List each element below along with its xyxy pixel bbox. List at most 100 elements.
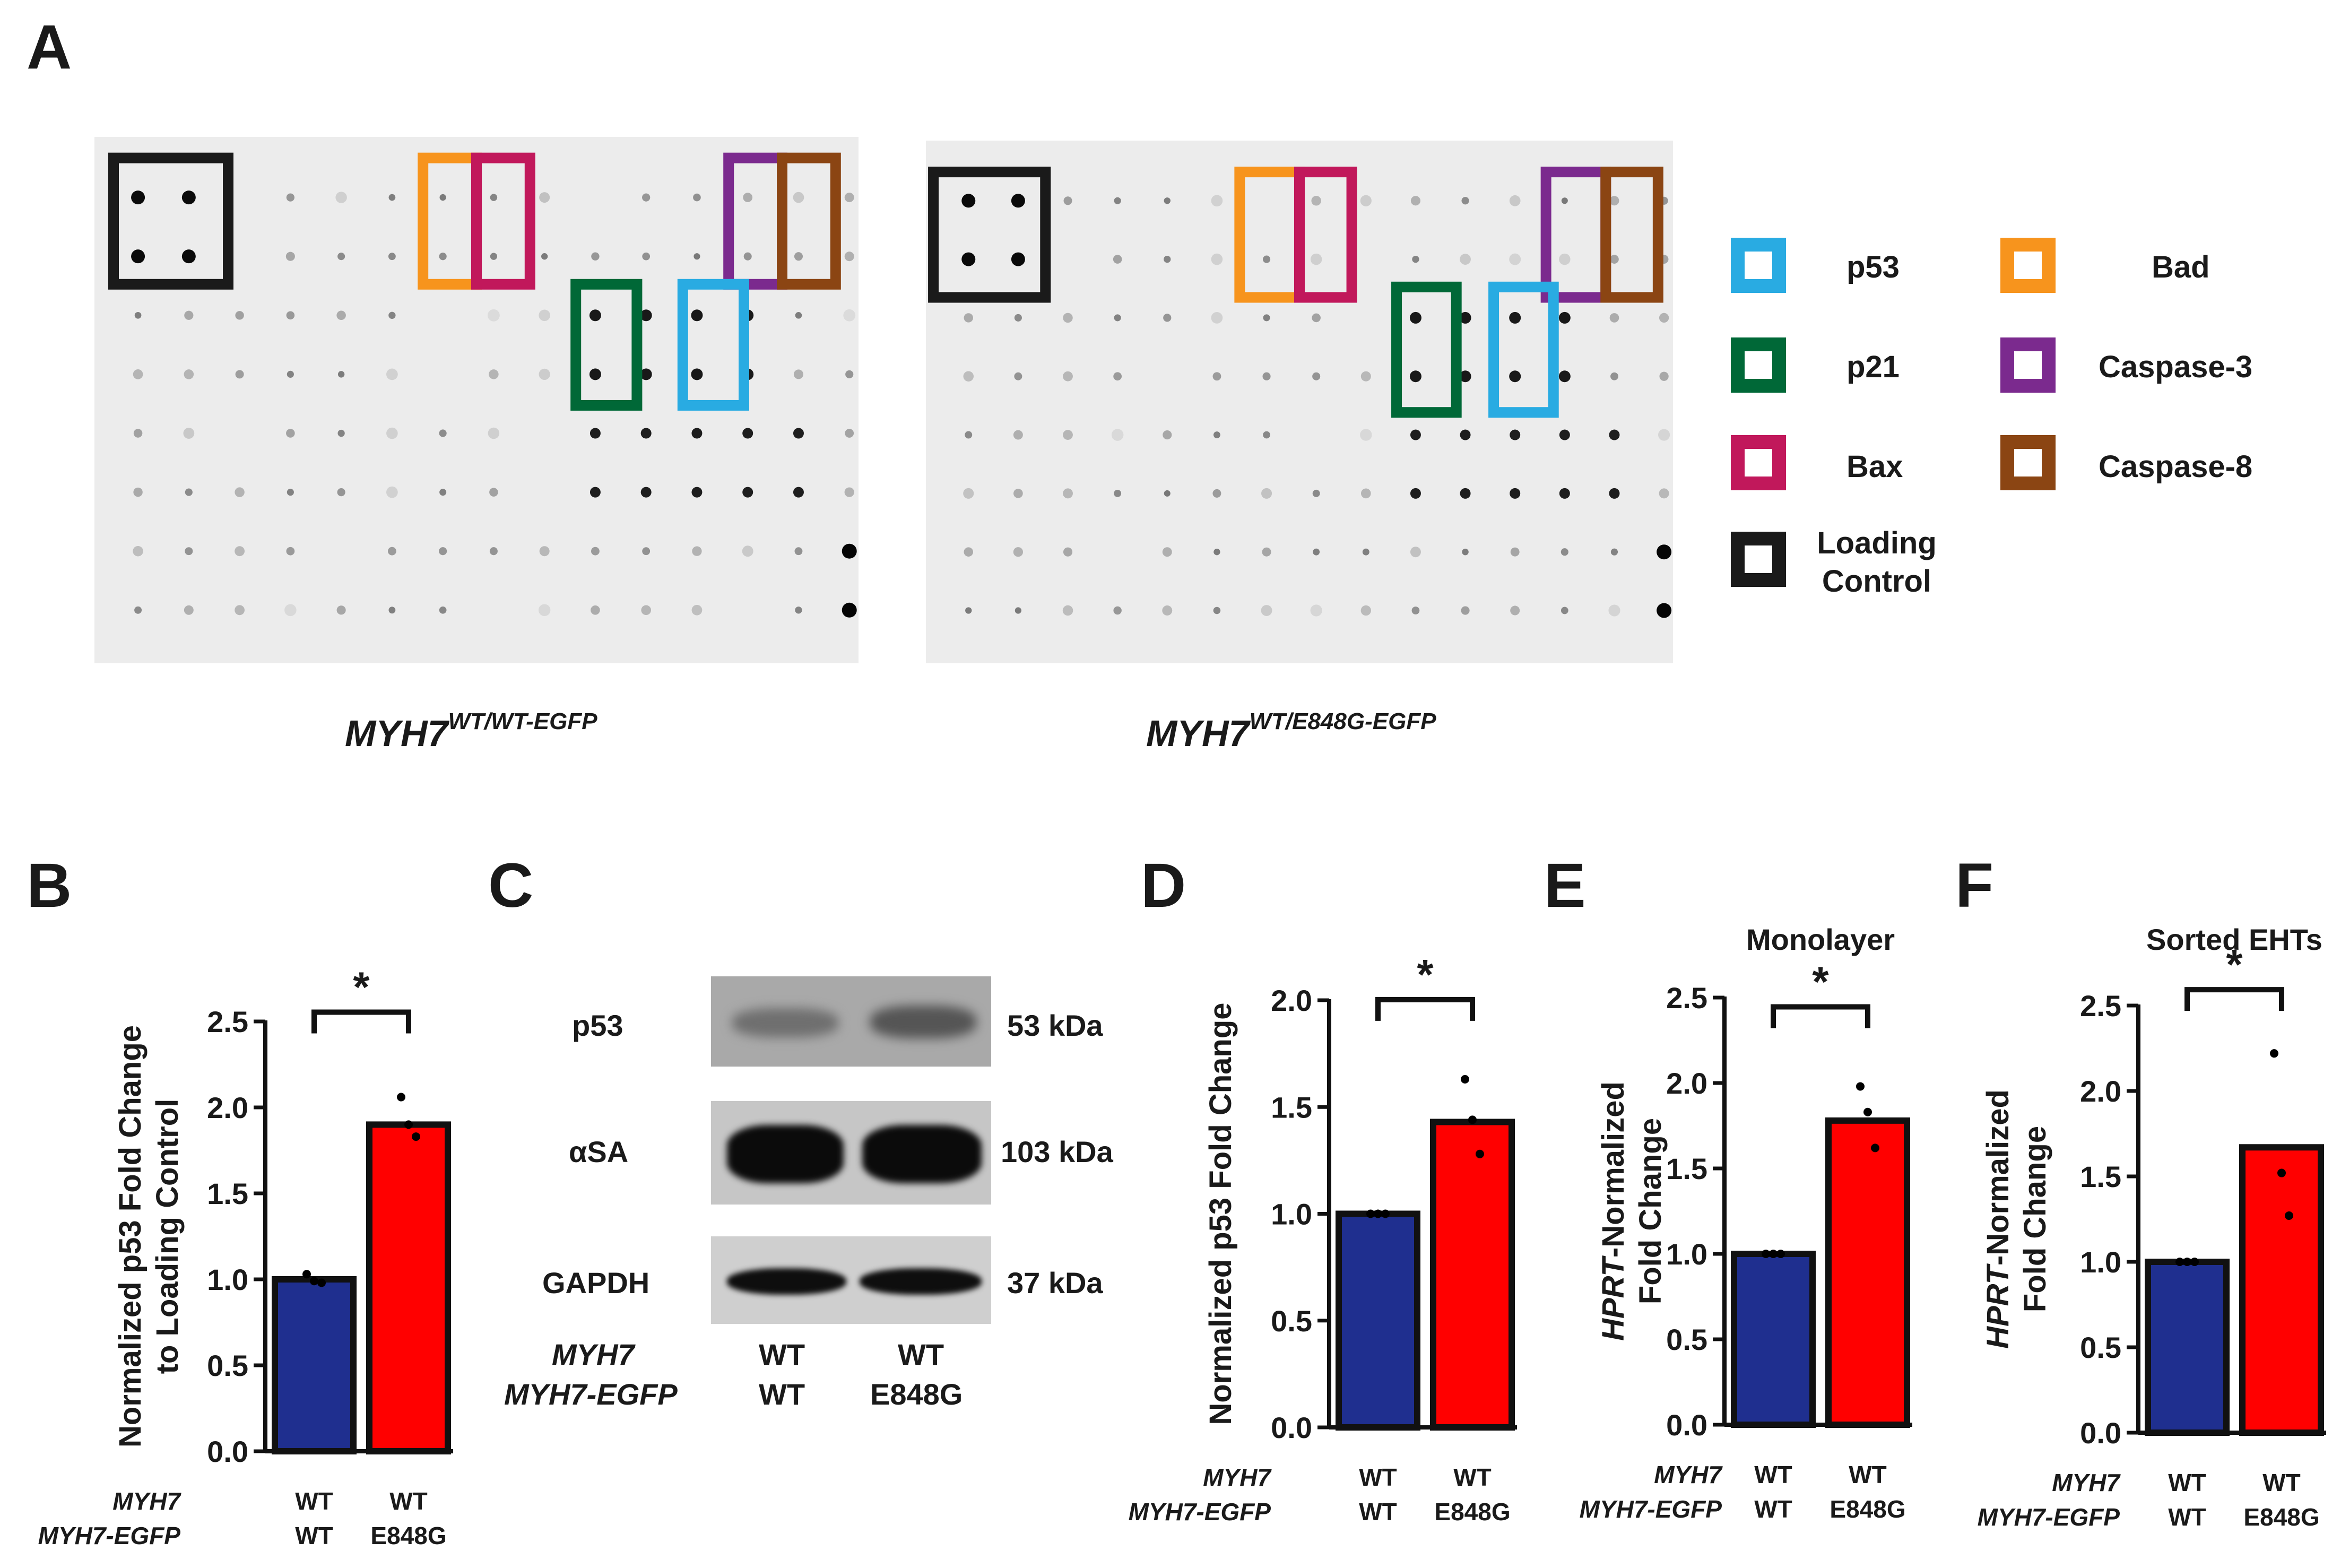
array-spot — [1510, 605, 1520, 616]
blot-genotype-row1-label: MYH7 — [552, 1338, 635, 1371]
array-spot — [1412, 255, 1419, 263]
array-spot — [692, 546, 702, 556]
y-tick-label: 1.5 — [207, 1177, 248, 1210]
array-spot — [1312, 313, 1321, 323]
y-tick-label: 2.0 — [1271, 984, 1312, 1017]
band-gapdh-wt — [727, 1268, 846, 1295]
data-point — [1863, 1107, 1872, 1116]
array-spot — [845, 429, 854, 438]
array-spot — [1510, 488, 1521, 499]
array-spot — [1310, 253, 1322, 265]
array-spot — [1063, 313, 1073, 323]
legend-label-bad: Bad — [2152, 250, 2210, 284]
array-spot — [1609, 196, 1619, 206]
y-axis-label-rest: -Normalized — [1981, 1089, 2015, 1266]
array-spot — [286, 311, 295, 320]
array-spot — [1113, 606, 1122, 615]
data-point — [2183, 1258, 2191, 1266]
y-axis-label: Normalized p53 Fold Change — [113, 1025, 148, 1448]
band-asa-mut — [862, 1125, 982, 1183]
array-spot — [337, 429, 345, 437]
array-spot — [1013, 489, 1023, 498]
genotype-row1-value: WT — [1754, 1461, 1792, 1488]
array-spot — [1509, 370, 1521, 383]
array-spot — [1164, 255, 1171, 263]
panel-label-b: B — [27, 851, 72, 921]
array-spot — [286, 547, 295, 556]
array-spot — [844, 252, 854, 262]
chart-d: 0.0 0.5 1.0 1.5 2.0 * Normalized p53 Fold Chan… — [1129, 951, 1517, 1526]
blot-strip-gapdh — [711, 1236, 991, 1324]
array-spot — [1015, 607, 1022, 614]
significance-star: * — [353, 964, 370, 1011]
array-spot — [1063, 488, 1073, 499]
legend-swatch-caspase-3 — [2000, 337, 2056, 393]
genotype-row1-value: WT — [1359, 1463, 1397, 1491]
array-spot — [133, 487, 143, 497]
array-spot — [1360, 605, 1371, 616]
array-spot — [1011, 252, 1025, 266]
array-spot — [133, 429, 143, 438]
array-spot — [965, 431, 973, 439]
array-spot — [1509, 311, 1521, 324]
array-spot — [1164, 197, 1171, 204]
array-spot — [743, 252, 752, 261]
array-spot — [388, 253, 396, 261]
array-spot — [589, 309, 601, 322]
array-spot — [1261, 605, 1272, 616]
data-point — [1366, 1209, 1375, 1218]
array-spot — [387, 547, 396, 556]
data-point — [412, 1132, 420, 1141]
array-spot — [1657, 544, 1672, 560]
array-spot — [1460, 429, 1471, 440]
array-spot — [539, 309, 550, 322]
chart-f: 0.0 0.5 1.0 1.5 2.0 2.5 *Sorted EHTs HPRT-Norma… — [1978, 923, 2326, 1531]
y-tick-label: 0.5 — [1666, 1323, 1707, 1356]
array-spot — [1460, 488, 1471, 499]
array-spot — [1609, 313, 1619, 323]
array-spot — [235, 370, 244, 379]
array-spot — [1510, 547, 1520, 557]
array-spot — [490, 194, 498, 201]
array-spot — [133, 545, 143, 557]
y-tick-label: 1.0 — [2080, 1245, 2121, 1279]
array-spot — [795, 607, 802, 614]
panel-label-e: E — [1544, 851, 1586, 921]
array-spot — [1409, 370, 1421, 383]
y-axis-label: HPRT-Normalized — [1981, 1089, 2015, 1349]
array-spot — [691, 309, 703, 322]
array-spot — [1213, 431, 1220, 438]
array-spot — [131, 190, 145, 205]
significance-star: * — [2226, 941, 2243, 988]
array-spot — [388, 607, 396, 614]
array-spot — [1213, 607, 1221, 614]
data-point — [1381, 1209, 1390, 1218]
array-spot — [691, 604, 703, 616]
y-tick-label: 1.0 — [1271, 1198, 1312, 1231]
array-spot — [961, 252, 976, 266]
array-spot — [1263, 431, 1270, 439]
data-point — [404, 1120, 413, 1129]
array-spot — [1610, 372, 1618, 380]
array-spot — [1558, 370, 1571, 383]
array-spot — [1461, 606, 1470, 615]
array-highlight-box — [471, 152, 535, 290]
array-spot — [1608, 604, 1620, 617]
array-spot — [1461, 197, 1469, 205]
array-spot — [134, 606, 142, 614]
significance-bracket — [1771, 1004, 1870, 1028]
bar-e848g — [2239, 1144, 2324, 1436]
array-spot — [793, 487, 804, 498]
array-spot — [1063, 196, 1072, 205]
array-spot — [181, 190, 196, 205]
y-tick-label: 0.0 — [207, 1435, 248, 1468]
blot-lane2-row2: E848G — [870, 1378, 963, 1411]
panel-label-c: C — [488, 851, 534, 921]
array-spot — [1063, 430, 1073, 440]
array-spot — [1211, 195, 1223, 207]
array-spot — [1114, 197, 1121, 204]
data-point — [1871, 1143, 1879, 1153]
array-spot — [843, 309, 856, 322]
array-spot — [1509, 253, 1521, 265]
genotype-row1-value: WT — [2168, 1469, 2206, 1496]
